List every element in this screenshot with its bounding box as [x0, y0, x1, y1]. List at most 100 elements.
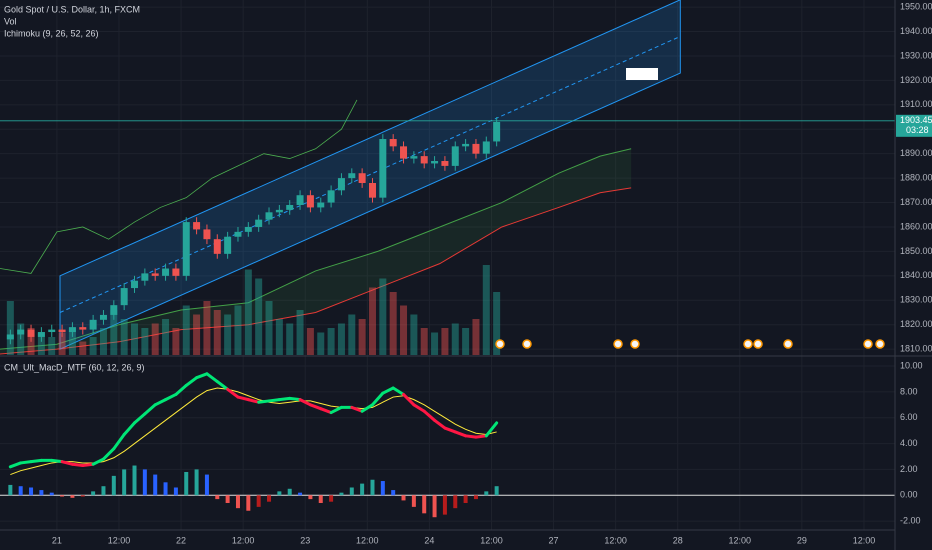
macd-segment [8, 461, 23, 469]
volume-bar [89, 337, 97, 355]
candle-body [120, 288, 128, 306]
candle-body [286, 204, 294, 210]
y-tick-label: 1870.00 [900, 197, 932, 207]
volume-bar [193, 314, 201, 355]
macd-segment [19, 460, 33, 465]
macd-segment [133, 412, 147, 425]
candle-body [420, 156, 428, 164]
channel-midline [59, 35, 681, 313]
volume-bar [306, 328, 314, 355]
volume-bar [58, 332, 66, 355]
x-tick-label: 12:00 [729, 535, 752, 545]
volume-bar [472, 319, 480, 355]
y-tick-label: 1830.00 [900, 295, 932, 305]
macd-segment [174, 383, 188, 396]
macd-title: CM_Ult_MacD_MTF (60, 12, 26, 9) [4, 362, 145, 372]
volume-bar [379, 278, 387, 355]
candle-body [389, 139, 397, 147]
event-icon[interactable] [753, 339, 763, 349]
macd-segment [257, 399, 271, 404]
histogram-bar [329, 495, 334, 502]
candle-body [89, 319, 97, 330]
histogram-bar [267, 495, 272, 502]
histogram-bar [422, 495, 427, 514]
volume-bar [255, 278, 263, 355]
y-tick-label: 1920.00 [900, 75, 932, 85]
candle-body [431, 161, 439, 164]
histogram-bar [391, 490, 396, 496]
volume-bar [410, 314, 418, 355]
candle-body [17, 329, 25, 335]
volume-bar [462, 328, 470, 355]
candle-body [172, 268, 180, 276]
macd-segment [360, 403, 374, 413]
event-icon[interactable] [743, 339, 753, 349]
y-tick-label: 1950.00 [900, 1, 932, 11]
y-tick-label: 8.00 [900, 386, 918, 396]
histogram-bar [453, 495, 458, 509]
candle-body [193, 222, 201, 230]
macd-segment [112, 433, 126, 451]
macd-segment [164, 392, 178, 402]
candle-body [317, 202, 325, 208]
y-tick-label: 1890.00 [900, 148, 932, 158]
event-icon[interactable] [613, 339, 623, 349]
macd-segment [70, 462, 85, 468]
histogram-bar [215, 495, 220, 500]
histogram-bar [246, 495, 251, 511]
volume-bar [358, 319, 366, 355]
volume-bar [337, 323, 345, 355]
event-icon[interactable] [630, 339, 640, 349]
candle-body [368, 182, 376, 198]
event-icon[interactable] [522, 339, 532, 349]
candle-body [306, 195, 314, 208]
histogram-bar [318, 495, 323, 503]
candle-body [141, 273, 149, 281]
event-icon[interactable] [875, 339, 885, 349]
candle-body [79, 327, 87, 330]
candle-body [327, 190, 335, 203]
y-tick-label: -2.00 [900, 515, 921, 525]
candle-body [27, 329, 35, 337]
event-icon[interactable] [495, 339, 505, 349]
histogram-bar [339, 492, 344, 496]
x-tick-label: 12:00 [232, 535, 255, 545]
event-icon[interactable] [783, 339, 793, 349]
macd-segment [122, 421, 137, 437]
drawing-label [626, 68, 658, 80]
candle-body [203, 229, 211, 240]
histogram-bar [287, 488, 292, 496]
histogram-bar [235, 495, 240, 509]
y-tick-label: 1860.00 [900, 221, 932, 231]
volume-bar [493, 292, 501, 355]
volume-bar [275, 319, 283, 355]
volume-bar [368, 287, 376, 355]
volume-bar [296, 310, 304, 355]
histogram-bar [463, 495, 468, 503]
histogram-bar [442, 495, 447, 515]
histogram-bar [80, 495, 85, 497]
macd-segment [308, 403, 323, 411]
histogram-bar [173, 487, 178, 496]
histogram-bar [370, 479, 375, 496]
macd-segment [143, 403, 157, 416]
x-tick-label: 28 [673, 535, 683, 545]
histogram-bar [18, 486, 23, 496]
y-tick-label: 1910.00 [900, 99, 932, 109]
x-tick-label: 12:00 [853, 535, 876, 545]
volume-label: Vol [4, 16, 17, 26]
x-tick-label: 22 [176, 535, 186, 545]
histogram-bar [132, 465, 137, 496]
macd-segment [277, 396, 292, 402]
macd-segment [484, 421, 499, 438]
candle-body [410, 156, 418, 159]
event-icon[interactable] [863, 339, 873, 349]
volume-bar [327, 328, 335, 355]
histogram-bar [360, 483, 365, 496]
macd-segment [298, 398, 312, 407]
x-tick-label: 24 [424, 535, 434, 545]
volume-bar [120, 319, 128, 355]
volume-bar [99, 328, 107, 355]
candle-body [358, 173, 366, 183]
histogram-bar [204, 474, 209, 496]
